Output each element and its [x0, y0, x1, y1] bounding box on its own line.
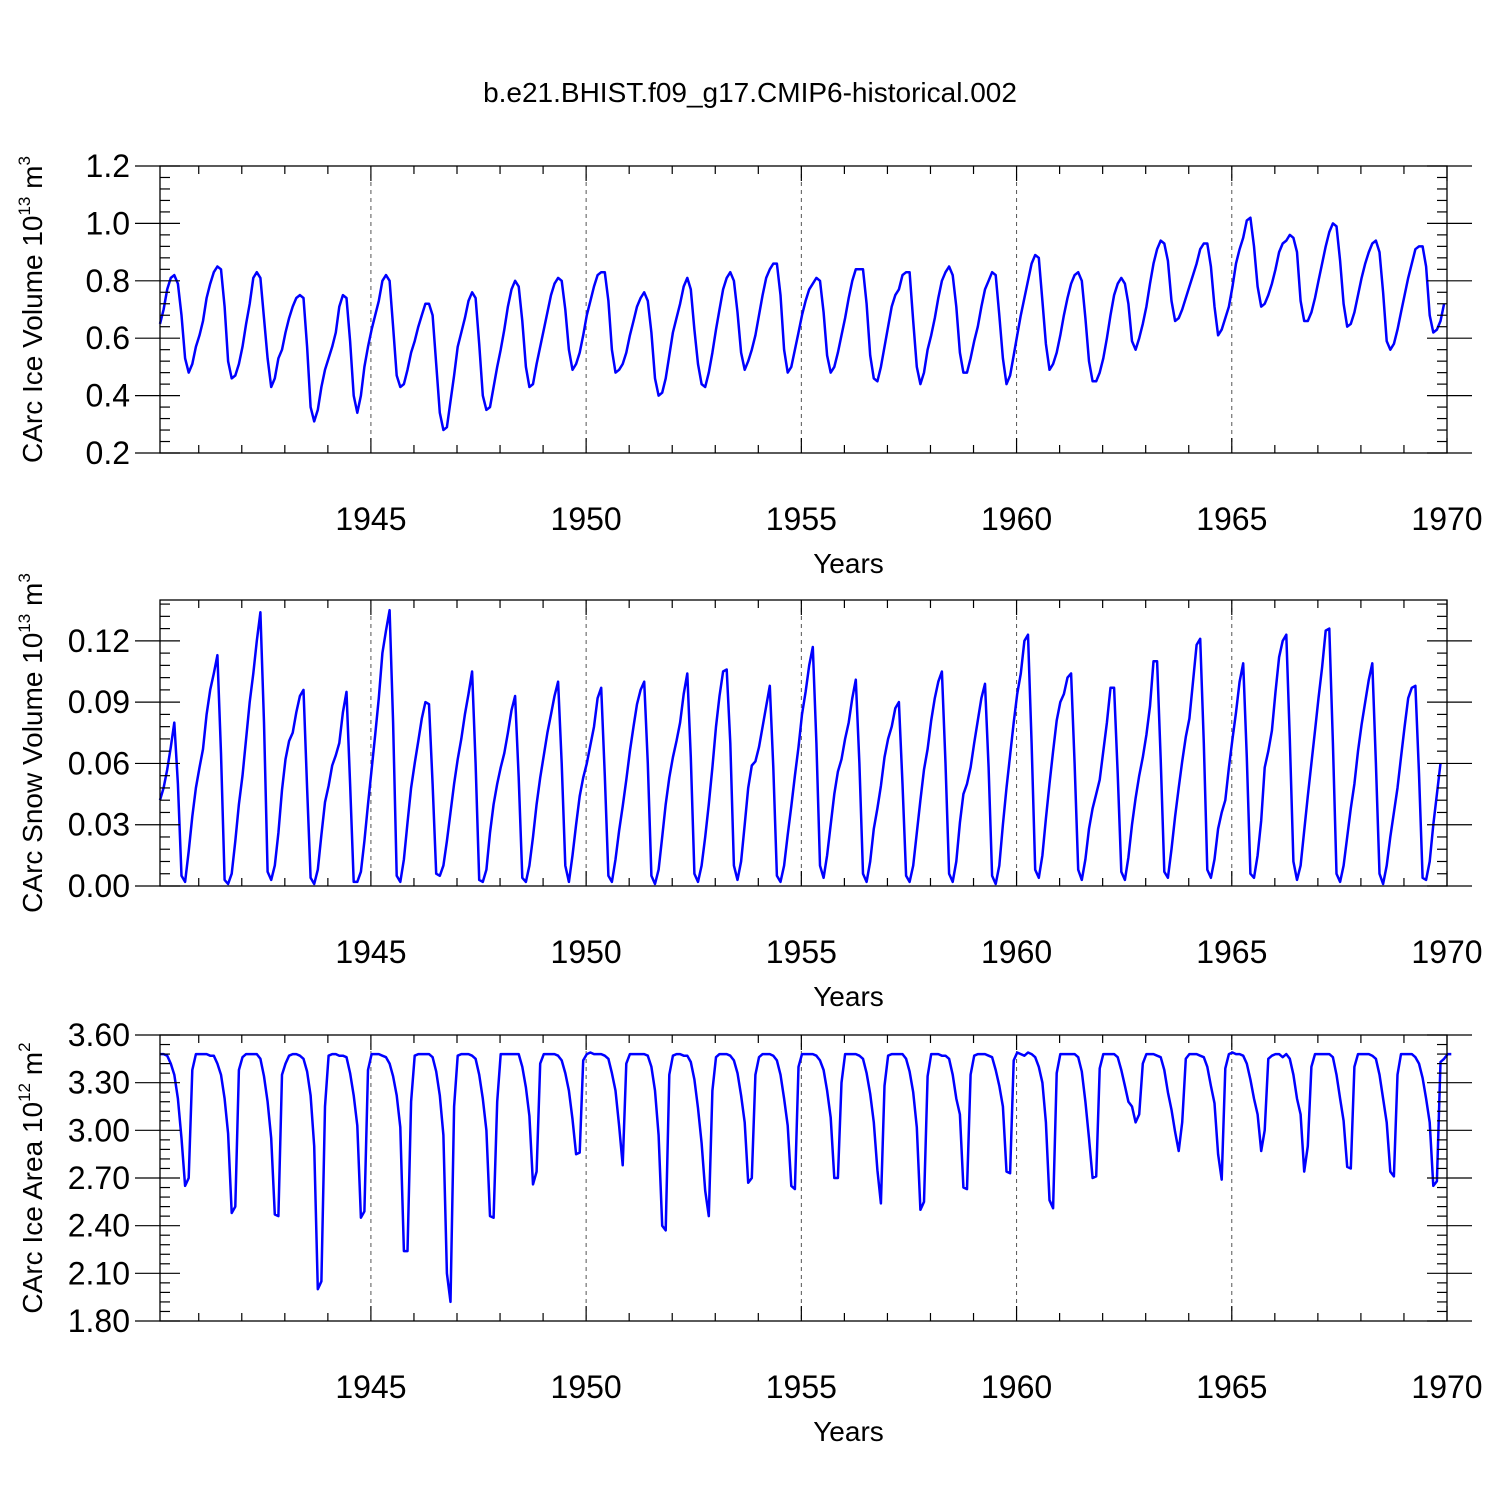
x-tick-label: 1960 — [981, 501, 1052, 537]
y-axis-label: CArc Snow Volume 1013 m3 — [15, 573, 48, 913]
y-tick-label: 3.60 — [68, 1017, 130, 1053]
x-tick-label: 1960 — [981, 1369, 1052, 1405]
y-axis-label: CArc Ice Volume 1013 m3 — [15, 156, 48, 463]
y-tick-label: 2.70 — [68, 1160, 130, 1196]
y-tick-label: 3.00 — [68, 1112, 130, 1148]
x-tick-label: 1965 — [1196, 934, 1267, 970]
y-tick-label: 1.80 — [68, 1303, 130, 1339]
x-tick-label: 1965 — [1196, 501, 1267, 537]
x-tick-label: 1955 — [766, 1369, 837, 1405]
x-axis-label: Years — [813, 981, 884, 1012]
x-axis-label: Years — [813, 548, 884, 579]
y-tick-label: 2.40 — [68, 1208, 130, 1244]
x-tick-label: 1945 — [335, 1369, 406, 1405]
x-tick-label: 1945 — [335, 501, 406, 537]
y-tick-label: 0.03 — [68, 807, 130, 843]
series-line-ice-area — [160, 1051, 1452, 1304]
panel-snow-volume: 1945 1950 1955 1960 1965 1970 Years 0.00 0.03 0.0… — [15, 573, 1483, 1012]
series-line-snow-volume — [158, 608, 1442, 886]
panel-ice-area: 1945 1950 1955 1960 1965 1970 Years 1.80 2.10 2.4… — [15, 1017, 1483, 1447]
y-tick-label: 0.09 — [68, 684, 130, 720]
x-tick-label: 1970 — [1411, 501, 1482, 537]
x-tick-label: 1970 — [1411, 1369, 1482, 1405]
plot-frame — [159, 599, 1448, 887]
x-axis-label: Years — [813, 1416, 884, 1447]
y-tick-label: 0.00 — [68, 868, 130, 904]
y-tick-label: 0.12 — [68, 623, 130, 659]
plot-frame — [159, 1034, 1448, 1322]
x-tick-label: 1960 — [981, 934, 1052, 970]
x-tick-label: 1955 — [766, 934, 837, 970]
x-tick-label: 1950 — [551, 934, 622, 970]
y-tick-label: 0.8 — [86, 263, 130, 299]
x-tick-label: 1950 — [551, 501, 622, 537]
x-tick-label: 1945 — [335, 934, 406, 970]
y-axis-label: CArc Ice Area 1012 m2 — [15, 1042, 48, 1313]
plot-frame — [159, 165, 1448, 454]
y-tick-label: 2.10 — [68, 1255, 130, 1291]
y-tick-label: 0.4 — [86, 378, 130, 414]
x-tick-label: 1970 — [1411, 934, 1482, 970]
x-tick-label: 1965 — [1196, 1369, 1267, 1405]
y-tick-label: 3.30 — [68, 1065, 130, 1101]
y-tick-label: 0.6 — [86, 320, 130, 356]
y-tick-label: 0.2 — [86, 435, 130, 471]
y-tick-label: 1.0 — [86, 205, 130, 241]
y-tick-label: 1.2 — [86, 148, 130, 184]
x-tick-label: 1955 — [766, 501, 837, 537]
series-line-ice-volume — [158, 216, 1446, 432]
panel-ice-volume: 1945 1950 1955 1960 1965 1970 Years 0.2 0.4 0.6 0.… — [15, 148, 1483, 579]
x-tick-label: 1950 — [551, 1369, 622, 1405]
figure-title: b.e21.BHIST.f09_g17.CMIP6-historical.002 — [483, 77, 1017, 108]
y-tick-label: 0.06 — [68, 745, 130, 781]
